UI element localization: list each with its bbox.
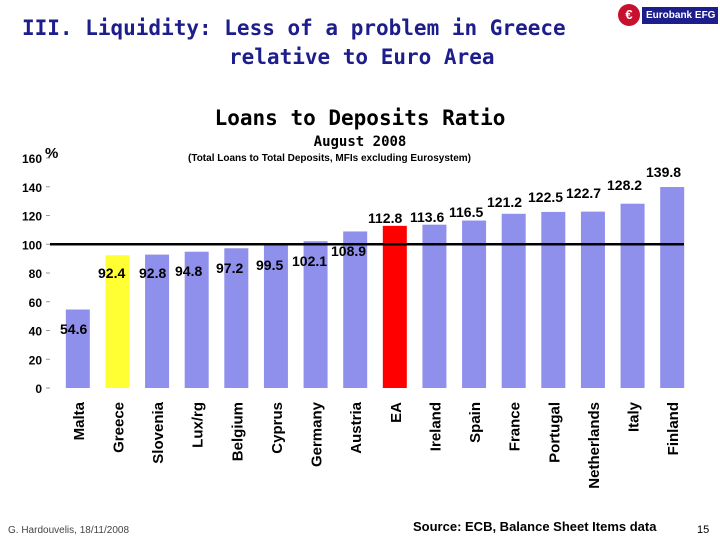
slide-title-line-2: relative to Euro Area <box>229 45 495 69</box>
slide-title: III. Liquidity: Less of a problem in Gre… <box>22 14 622 72</box>
bar <box>580 211 605 388</box>
data-label: 102.1 <box>292 253 327 269</box>
footer-source: Source: ECB, Balance Sheet Items data <box>413 519 657 534</box>
category-label: Lux/rg <box>190 402 207 448</box>
data-label: 112.8 <box>368 210 402 226</box>
category-label: EA <box>388 402 405 423</box>
bar <box>263 244 288 388</box>
bar <box>224 248 249 388</box>
category-label: Italy <box>626 401 643 432</box>
data-label: 116.5 <box>449 204 483 220</box>
data-label: 97.2 <box>216 260 243 276</box>
bar <box>382 225 407 388</box>
data-label: 121.2 <box>487 194 522 210</box>
category-label: Malta <box>71 401 88 440</box>
bar <box>145 254 170 388</box>
slide-title-line-1: III. Liquidity: Less of a problem in Gre… <box>22 16 566 40</box>
bar <box>184 251 209 388</box>
bar <box>303 241 328 388</box>
chart-note: (Total Loans to Total Deposits, MFIs exc… <box>188 153 471 164</box>
eurobank-logo: € Eurobank EFG <box>618 4 718 28</box>
y-tick-label: 160 <box>22 152 42 166</box>
data-label: 122.5 <box>528 189 563 205</box>
y-tick-label: 80 <box>29 267 43 281</box>
category-label: Spain <box>467 402 484 443</box>
bar <box>462 220 487 388</box>
page-number: 15 <box>697 524 710 536</box>
bar <box>660 187 685 388</box>
category-label: Portugal <box>546 402 563 463</box>
category-label: Ireland <box>427 402 444 451</box>
bar <box>620 203 645 388</box>
bar <box>65 309 90 388</box>
category-label: Finland <box>665 402 682 455</box>
y-tick-label: 20 <box>29 353 43 367</box>
data-label: 113.6 <box>410 209 444 225</box>
data-label: 122.7 <box>566 185 601 201</box>
bar <box>501 213 526 388</box>
category-label: Belgium <box>229 402 246 461</box>
y-tick-label: 40 <box>29 325 43 339</box>
data-label: 99.5 <box>256 257 283 273</box>
footer-author: G. Hardouvelis, 18/11/2008 <box>8 525 130 536</box>
y-tick-label: 0 <box>35 382 42 396</box>
chart-subtitle: August 2008 <box>313 134 407 150</box>
category-label: Cyprus <box>269 402 286 454</box>
y-tick-label: 120 <box>22 210 42 224</box>
data-label: 139.8 <box>646 164 681 180</box>
eurobank-logo-mark: € <box>618 4 640 26</box>
data-label: 108.9 <box>331 243 366 259</box>
category-label: Greece <box>110 402 127 453</box>
category-label: Austria <box>348 401 365 453</box>
category-label: France <box>507 402 524 451</box>
bar <box>105 255 130 388</box>
bar <box>541 211 566 388</box>
bar <box>343 231 368 388</box>
data-label: 94.8 <box>175 263 202 279</box>
data-label: 128.2 <box>607 177 642 193</box>
y-tick-label: 60 <box>29 296 43 310</box>
bar <box>422 224 447 388</box>
category-label: Netherlands <box>586 402 603 489</box>
y-tick-label: 140 <box>22 181 42 195</box>
y-tick-label: 100 <box>22 238 42 252</box>
data-label: 54.6 <box>60 321 87 337</box>
chart-title: Loans to Deposits Ratio <box>214 106 506 130</box>
data-label: 92.4 <box>98 265 125 281</box>
category-label: Germany <box>309 401 326 467</box>
category-label: Slovenia <box>150 401 167 463</box>
data-label: 92.8 <box>139 265 166 281</box>
eurobank-logo-text: Eurobank EFG <box>642 7 718 24</box>
